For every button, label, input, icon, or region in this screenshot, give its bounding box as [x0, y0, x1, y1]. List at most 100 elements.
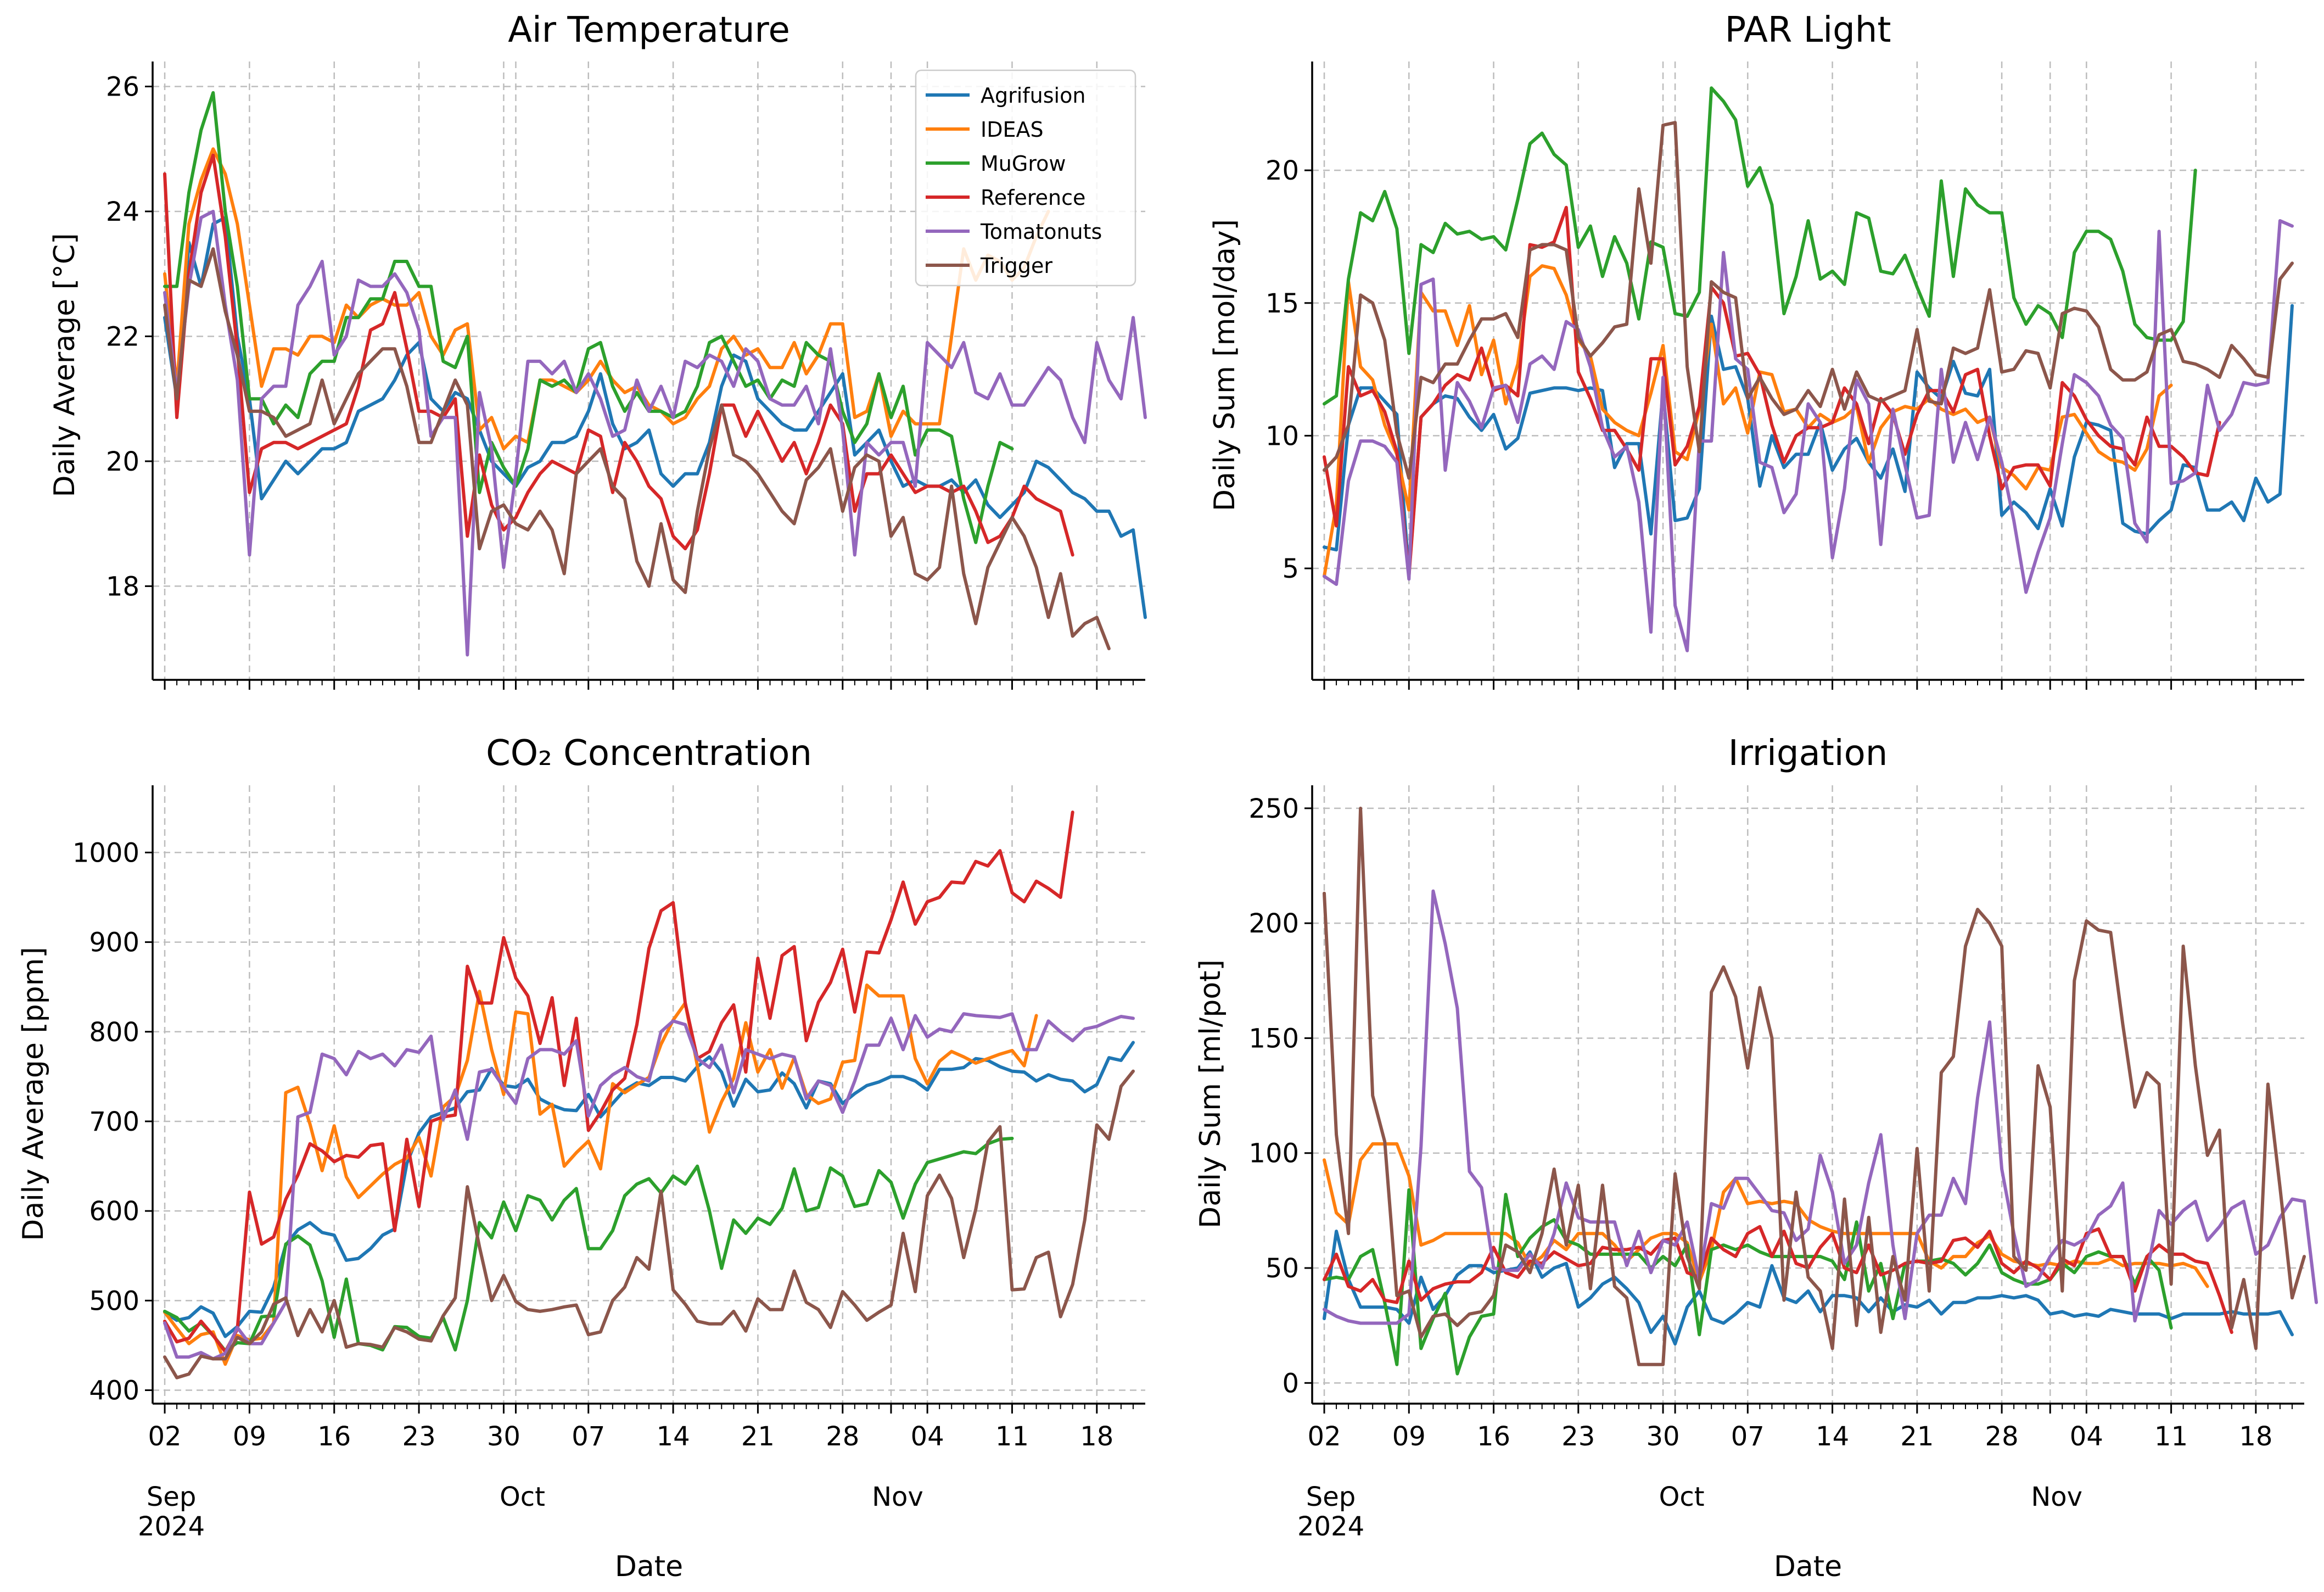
series-line-trigger: [163, 1069, 1135, 1379]
x-month-label: Sep: [1306, 1482, 1356, 1512]
legend: Agrifusion IDEAS MuGrow Reference Tomatonuts…: [915, 69, 1136, 287]
series-line-tomatonuts: [1323, 889, 2318, 1325]
x-month-label: Nov: [872, 1482, 923, 1512]
x-tick-label: 16: [317, 1421, 351, 1452]
y-tick-label: 50: [1265, 1253, 1299, 1284]
y-tick-label: 600: [89, 1196, 139, 1227]
legend-label: IDEAS: [981, 118, 1044, 142]
series-line-tomatonuts: [1323, 219, 2294, 652]
x-tick-label: 23: [1561, 1421, 1595, 1452]
series-line-reference: [163, 153, 1074, 557]
y-tick-label: 5: [1282, 554, 1299, 584]
series-line-agrifusion: [163, 216, 1147, 619]
x-tick-label: 18: [2239, 1421, 2272, 1452]
x-tick-label: 02: [1307, 1421, 1341, 1452]
legend-label: Trigger: [980, 254, 1052, 278]
panel-title: Air Temperature: [508, 10, 790, 51]
x-tick-label: 28: [1985, 1421, 2019, 1452]
panel-irrigation: Irrigation Daily Sum [ml/pot] Date 0 50 10…: [1194, 733, 2318, 1583]
series-line-reference: [1323, 1225, 2233, 1334]
plot-area: 18 20 22 24 26: [106, 62, 1147, 690]
panel-air-temperature: Air Temperature Daily Average [°C] 18 20 2…: [48, 10, 1147, 690]
x-tick-label: 11: [995, 1421, 1029, 1452]
legend-label: Agrifusion: [981, 83, 1085, 108]
y-tick-label: 26: [106, 71, 139, 102]
y-tick-label: 22: [106, 321, 139, 352]
x-tick-label: 07: [572, 1421, 605, 1452]
y-tick-label: 15: [1265, 288, 1299, 319]
y-tick-label: 24: [106, 197, 139, 227]
y-tick-label: 20: [106, 446, 139, 477]
y-axis-label: Daily Average [°C]: [48, 233, 81, 497]
y-tick-label: 400: [89, 1376, 139, 1406]
series-line-tomatonuts: [163, 1012, 1135, 1361]
x-tick-label: 21: [741, 1421, 775, 1452]
series-line-ideas: [163, 983, 1038, 1366]
y-axis-label: Daily Average [ppm]: [17, 947, 50, 1241]
x-tick-label: 28: [826, 1421, 859, 1452]
y-tick-label: 500: [89, 1286, 139, 1316]
y-tick-label: 100: [1248, 1138, 1299, 1169]
y-axis-label: Daily Sum [ml/pot]: [1194, 959, 1227, 1228]
x-tick-label: 18: [1080, 1421, 1113, 1452]
y-tick-label: 10: [1265, 421, 1299, 451]
y-tick-label: 0: [1282, 1368, 1299, 1399]
panel-co2-concentration: CO₂ Concentration Daily Average [ppm] Da…: [17, 733, 1145, 1583]
panel-par-light: PAR Light Daily Sum [mol/day] 5 10 15 20: [1208, 10, 2304, 690]
series-line-mugrow: [163, 91, 1014, 544]
panel-title: PAR Light: [1725, 10, 1891, 51]
x-month-label: Oct: [1659, 1482, 1705, 1512]
x-tick-label: 14: [1816, 1421, 1849, 1452]
x-tick-label: 14: [657, 1421, 690, 1452]
panel-title: CO₂ Concentration: [486, 733, 812, 774]
y-tick-label: 1000: [72, 837, 139, 868]
x-tick-label: 23: [402, 1421, 436, 1452]
y-tick-label: 700: [89, 1107, 139, 1137]
x-month-label: Oct: [500, 1482, 545, 1512]
series-line-trigger: [163, 247, 1111, 651]
y-tick-label: 800: [89, 1017, 139, 1048]
x-tick-label: 02: [148, 1421, 182, 1452]
x-tick-label: 11: [2154, 1421, 2188, 1452]
series-line-ideas: [1323, 264, 2173, 578]
y-tick-label: 150: [1248, 1023, 1299, 1054]
x-axis-label: Date: [615, 1550, 683, 1583]
legend-label: MuGrow: [981, 152, 1066, 176]
series-line-tomatonuts: [163, 210, 1147, 657]
y-tick-label: 900: [89, 928, 139, 958]
legend-label: Tomatonuts: [980, 220, 1102, 244]
x-axis-label: Date: [1774, 1550, 1842, 1583]
plot-area: 5 10 15 20: [1265, 62, 2304, 690]
x-tick-label: 04: [911, 1421, 944, 1452]
series-line-mugrow: [1323, 86, 2197, 406]
x-tick-label: 04: [2070, 1421, 2103, 1452]
x-tick-label: 16: [1477, 1421, 1510, 1452]
x-year-label: 2024: [1297, 1511, 1364, 1542]
x-tick-label: 30: [487, 1421, 520, 1452]
y-tick-label: 250: [1248, 794, 1299, 824]
x-tick-label: 09: [1392, 1421, 1426, 1452]
x-tick-label: 21: [1900, 1421, 1934, 1452]
series-line-trigger: [1323, 121, 2294, 480]
x-year-label: 2024: [138, 1511, 205, 1542]
legend-box: [915, 69, 1136, 287]
series-line-ideas: [163, 147, 1050, 451]
x-tick-label: 30: [1647, 1421, 1680, 1452]
x-month-label: Nov: [2031, 1482, 2082, 1512]
x-tick-label: 09: [233, 1421, 266, 1452]
series-line-reference: [163, 811, 1074, 1354]
x-month-label: Sep: [147, 1482, 196, 1512]
y-tick-label: 200: [1248, 908, 1299, 939]
y-tick-label: 20: [1265, 155, 1299, 186]
panel-title: Irrigation: [1728, 733, 1888, 774]
y-axis-label: Daily Sum [mol/day]: [1208, 219, 1241, 511]
series-line-trigger: [1323, 806, 2306, 1366]
y-tick-label: 18: [106, 571, 139, 602]
x-tick-label: 07: [1731, 1421, 1765, 1452]
series-line-agrifusion: [1323, 304, 2294, 576]
legend-label: Reference: [981, 186, 1085, 210]
